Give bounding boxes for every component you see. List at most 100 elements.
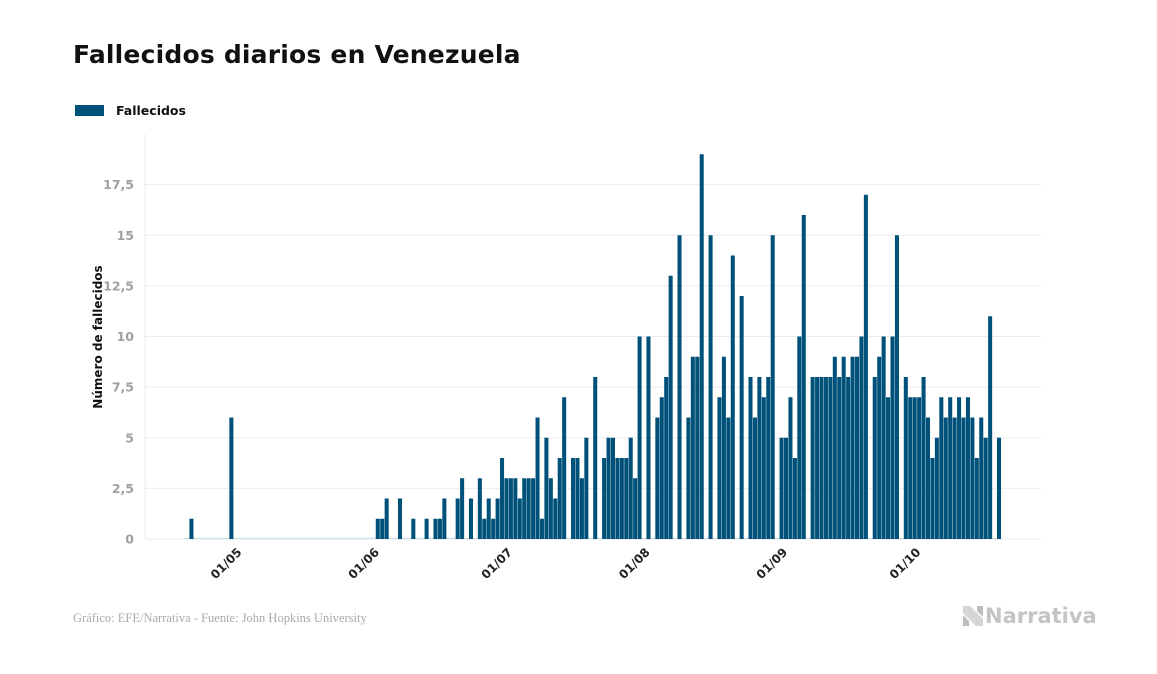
bar [664,377,669,539]
narrativa-n-logo-icon [963,606,983,626]
bar [535,417,540,539]
bar [384,498,389,539]
bar [828,377,833,539]
bar [801,215,806,539]
bar [863,194,868,539]
bar [757,377,762,539]
bar [513,478,518,539]
bar [477,478,482,539]
y-tick-label: 12,5 [103,278,134,293]
bar [903,377,908,539]
bar [934,437,939,539]
bar [686,417,691,539]
brand-logo: Narrativa [963,604,1097,628]
source-credit: Gráfico: EFE/Narrativa - Fuente: John Ho… [73,611,367,625]
bar [841,356,846,539]
bar [659,397,664,539]
bar [890,336,895,539]
bar [602,458,607,539]
bar [593,377,598,539]
bar [837,377,842,539]
y-tick-label: 17,5 [103,177,134,192]
bar [468,498,473,539]
bar [695,356,700,539]
bar [628,437,633,539]
bar [788,397,793,539]
bar [522,478,527,539]
bar [495,498,500,539]
bar [229,417,234,539]
bar [437,518,442,539]
bar [810,377,815,539]
bar [925,417,931,539]
y-tick-label: 2,5 [112,481,134,496]
bar [548,478,553,539]
bar [380,518,385,539]
bar [610,437,615,539]
x-tick-label: 01/09 [754,545,791,582]
bar [655,417,660,539]
bar [779,437,784,539]
bar [726,417,731,539]
y-tick-label: 5 [125,430,134,445]
bar [424,518,429,539]
bar [819,377,824,539]
bar [460,478,465,539]
bar [482,518,487,539]
bar [579,478,584,539]
bar [730,255,735,539]
bar [491,518,496,539]
brand-name: Narrativa [985,604,1097,628]
y-tick-label: 10 [117,329,135,344]
bar [894,235,899,539]
bar [508,478,513,539]
bar [721,356,726,539]
bar [500,458,505,539]
x-tick-label: 01/08 [616,545,653,582]
bars [189,154,1002,539]
bar [690,356,695,539]
bar [531,478,536,539]
bar [637,336,642,539]
x-tick-label: 01/10 [887,545,924,582]
y-tick-label: 7,5 [112,380,134,395]
x-axis-ticks: 01/05 01/06 01/07 01/08 01/09 01/10 [208,545,924,582]
legend-swatch [75,105,104,116]
bar [792,458,797,539]
bar [917,397,922,539]
bar [854,356,860,539]
legend: Fallecidos [75,103,186,118]
bar [557,458,562,539]
bar [553,498,558,539]
bar [411,518,416,539]
bar [948,397,953,539]
bar [606,437,611,539]
bar [189,518,194,539]
bar [859,336,864,539]
y-axis-ticks: 0 2,5 5 7,5 10 12,5 15 17,5 [103,177,134,546]
bar [526,478,531,539]
bar [957,397,962,539]
bar [943,417,948,539]
bar [921,377,926,539]
bar [988,316,993,539]
bar [784,437,789,539]
bar [699,154,704,539]
bar [539,518,544,539]
bar [965,397,970,539]
bar [832,356,837,539]
bar [571,458,576,539]
bar [886,397,891,539]
bar [974,458,979,539]
bar [872,377,877,539]
x-tick-label: 01/06 [345,545,382,582]
bar [952,417,957,539]
bar [584,437,589,539]
bar [752,417,757,539]
bar [881,336,886,539]
bar [575,458,580,539]
bar [455,498,460,539]
bar [823,377,828,539]
bar [504,478,509,539]
